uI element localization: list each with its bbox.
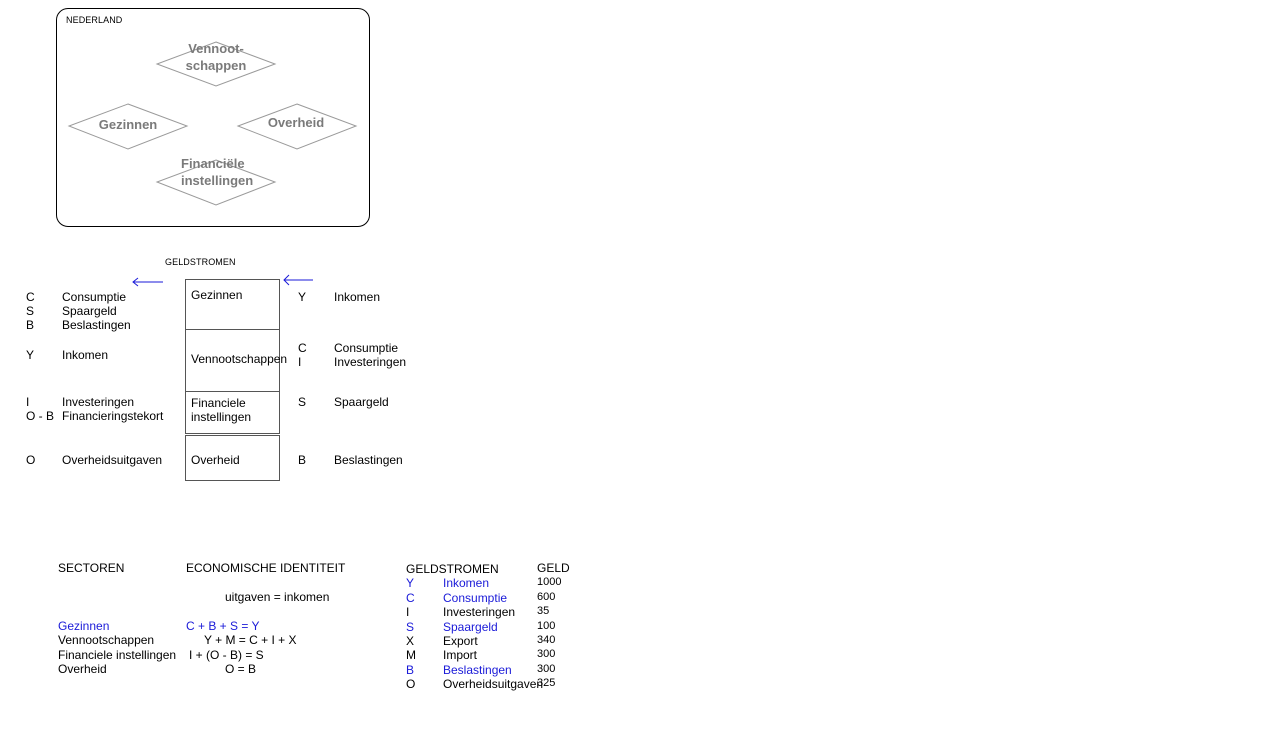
tabel-header-stroom: GELDSTROMEN — [406, 562, 499, 576]
identity-financiele: I + (O - B) = S — [189, 648, 264, 662]
label: Investeringen — [62, 395, 135, 409]
diamond-financiele — [155, 159, 277, 206]
identiteit-header: ECONOMISCHE IDENTITEIT — [186, 561, 346, 575]
sector-overheid: Overheid — [58, 662, 107, 676]
tabel-name: Inkomen — [443, 576, 490, 590]
right-labels-vennootschappen: Consumptie Investeringen — [334, 341, 406, 369]
tabel-name: Import — [443, 648, 478, 662]
general-identity: uitgaven = inkomen — [225, 590, 330, 604]
box-gezinnen: Gezinnen — [185, 279, 280, 330]
code: S — [26, 304, 35, 318]
node-financiele-l1: Financiële — [181, 156, 245, 171]
right-label-financiele: Spaargeld — [334, 395, 389, 409]
identity-gezinnen: C + B + S = Y — [186, 619, 260, 633]
left-codes-financiele: I O - B — [26, 395, 54, 423]
label: Consumptie — [62, 290, 127, 304]
label: Beslastingen — [62, 318, 131, 332]
sector-financiele: Financiele instellingen — [58, 648, 177, 662]
nederland-panel — [56, 8, 370, 227]
geldstromen-title: GELDSTROMEN — [165, 257, 236, 267]
node-vennootschappen-l1: Vennoot- — [188, 41, 244, 56]
tabel-code: X — [406, 634, 415, 648]
diamond-gezinnen — [67, 103, 189, 150]
tabel-value: 100 — [537, 620, 556, 632]
tabel-code: M — [406, 648, 416, 662]
tabel-name: Overheidsuitgaven — [443, 677, 544, 691]
box-financiele: Financiele instellingen — [185, 391, 280, 434]
code: O - B — [26, 409, 55, 423]
box-vennootschappen-label: Vennootschappen — [191, 352, 288, 366]
box-financiele-l1: Financiele — [191, 396, 246, 410]
left-codes-gezinnen: C S B — [26, 290, 35, 332]
box-vennootschappen: Vennootschappen — [185, 329, 287, 392]
tabel-value: 340 — [537, 634, 556, 646]
node-financiele-l2: instellingen — [181, 173, 254, 188]
label: Spaargeld — [62, 304, 117, 318]
tabel-name: Export — [443, 634, 478, 648]
tabel-header-geld: GELD — [537, 561, 570, 575]
box-overheid: Overheid — [185, 435, 280, 481]
tabel-value: 325 — [537, 677, 556, 689]
right-arrow-icon — [283, 274, 313, 286]
tabel-value: 300 — [537, 663, 556, 675]
tabel-code: B — [406, 663, 415, 677]
right-code-financiele: S — [298, 395, 307, 409]
box-overheid-label: Overheid — [191, 453, 240, 467]
label: Financieringstekort — [62, 409, 164, 423]
tabel-value: 600 — [537, 591, 556, 603]
code: B — [26, 318, 35, 332]
left-labels-financiele: Investeringen Financieringstekort — [62, 395, 163, 423]
right-label-gezinnen: Inkomen — [334, 290, 381, 304]
panel-title: NEDERLAND — [66, 15, 123, 25]
tabel-name: Beslastingen — [443, 663, 512, 677]
node-overheid: Overheid — [267, 115, 325, 130]
tabel-code: Y — [406, 576, 415, 590]
tabel-name: Investeringen — [443, 605, 516, 619]
tabel-value: 35 — [537, 605, 550, 617]
node-vennootschappen: Vennoot- schappen — [166, 40, 266, 74]
right-code-gezinnen: Y — [298, 290, 307, 304]
tabel-value: 1000 — [537, 576, 562, 588]
diamond-vennootschappen — [155, 41, 277, 87]
tabel-code: C — [406, 591, 415, 605]
right-label-overheid: Beslastingen — [334, 453, 403, 467]
sectoren-header: SECTOREN — [58, 561, 125, 575]
code: C — [298, 341, 307, 355]
code: C — [26, 290, 35, 304]
tabel-code: O — [406, 677, 416, 691]
diamond-overheid — [236, 103, 358, 150]
node-financiele: Financiële instellingen — [167, 155, 281, 189]
code: I — [26, 395, 30, 409]
sector-vennootschappen: Vennootschappen — [58, 633, 155, 647]
tabel-name: Spaargeld — [443, 620, 498, 634]
right-codes-vennootschappen: C I — [298, 341, 307, 369]
left-label-vennootschappen: Inkomen — [62, 348, 109, 362]
box-gezinnen-label: Gezinnen — [191, 288, 243, 302]
label: Investeringen — [334, 355, 407, 369]
tabel-value: 300 — [537, 648, 556, 660]
left-label-overheid: Overheidsuitgaven — [62, 453, 163, 467]
sector-gezinnen: Gezinnen — [58, 619, 110, 633]
identity-vennootschappen: Y + M = C + I + X — [204, 633, 297, 647]
tabel-code: I — [406, 605, 410, 619]
code: I — [298, 355, 302, 369]
right-code-overheid: B — [298, 453, 307, 467]
left-code-vennootschappen: Y — [26, 348, 35, 362]
node-vennootschappen-l2: schappen — [185, 58, 247, 73]
left-labels-gezinnen: Consumptie Spaargeld Beslastingen — [62, 290, 131, 332]
box-financiele-l2: instellingen — [191, 410, 252, 424]
tabel-code: S — [406, 620, 415, 634]
tabel-name: Consumptie — [443, 591, 508, 605]
identity-overheid: O = B — [225, 662, 257, 676]
left-arrow-icon — [132, 277, 163, 287]
label: Consumptie — [334, 341, 399, 355]
left-code-overheid: O — [26, 453, 36, 467]
node-gezinnen: Gezinnen — [98, 117, 158, 132]
